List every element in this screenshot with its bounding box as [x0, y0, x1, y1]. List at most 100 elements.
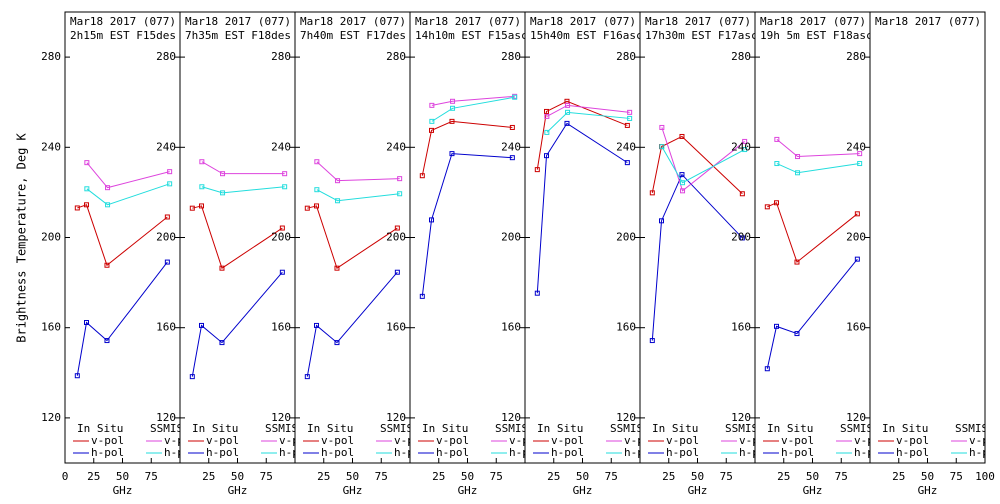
x-tick-label: 75 — [490, 470, 503, 483]
panel-title: 7h35m EST F18des — [185, 29, 291, 42]
x-axis-label: GHz — [803, 484, 823, 497]
point — [84, 186, 90, 192]
panel-title: Mar18 2017 (077) — [300, 15, 406, 28]
legend-label: h-pol — [436, 446, 469, 459]
y-tick-label: 240 — [846, 140, 866, 153]
point — [74, 373, 80, 379]
point — [795, 154, 801, 160]
point — [649, 338, 655, 344]
point — [219, 265, 225, 271]
point — [105, 185, 111, 191]
series-line — [546, 111, 630, 133]
point — [739, 191, 745, 197]
panel-title: Mar18 2017 (077) — [185, 15, 291, 28]
series-line — [192, 205, 283, 269]
point — [279, 269, 285, 275]
legend-label: h-pol — [279, 446, 312, 459]
y-tick-label: 240 — [41, 140, 61, 153]
legend-label: v-pol — [551, 434, 584, 447]
y-tick-label: 200 — [731, 231, 751, 244]
x-tick-label: 50 — [346, 470, 359, 483]
legend-label: h-pol — [394, 446, 427, 459]
y-tick-label: 280 — [731, 50, 751, 63]
point — [314, 159, 320, 165]
panel-title: 17h30m EST F17asc — [645, 29, 758, 42]
series-line — [86, 162, 170, 189]
point — [334, 265, 340, 271]
point — [189, 205, 195, 211]
panel: Mar18 2017 (077)7h35m EST F18des In Situ S… — [185, 15, 312, 459]
panel: Mar18 2017 (077)7h40m EST F17des In Situ S… — [300, 15, 427, 459]
y-tick-label: 280 — [846, 50, 866, 63]
y-tick-label: 120 — [271, 411, 291, 424]
point — [394, 225, 400, 231]
y-tick-label: 280 — [386, 50, 406, 63]
legend-title: SSMIS — [150, 422, 183, 435]
point — [854, 256, 860, 262]
series-line — [766, 258, 858, 369]
point — [105, 202, 111, 208]
x-tick-label: 50 — [231, 470, 244, 483]
point — [335, 198, 341, 204]
point — [739, 235, 745, 241]
y-tick-label: 160 — [41, 321, 61, 334]
x-tick-label: 100 — [975, 470, 995, 483]
panel: Mar18 2017 (077)15h40m EST F16asc In Situ… — [530, 15, 657, 459]
y-tick-label: 280 — [271, 50, 291, 63]
point — [220, 190, 226, 196]
panel-frame — [869, 11, 986, 464]
point — [450, 105, 456, 111]
point — [627, 109, 633, 115]
legend-label: v-pol — [969, 434, 1000, 447]
panel-title: Mar18 2017 (077) — [875, 15, 981, 28]
panel: Mar18 2017 (077)19h 5m EST F18asc In Situ… — [760, 15, 887, 459]
point — [679, 133, 685, 139]
panel-title: Mar18 2017 (077) — [415, 15, 521, 28]
legend-title: SSMIS — [265, 422, 298, 435]
point — [680, 188, 686, 194]
series-line — [421, 120, 513, 176]
legend-label: v-pol — [666, 434, 699, 447]
point — [564, 120, 570, 126]
point — [429, 102, 435, 108]
series-line — [201, 161, 285, 175]
series-line — [76, 261, 168, 376]
y-tick-label: 120 — [41, 411, 61, 424]
point — [429, 217, 435, 223]
legend-label: h-pol — [854, 446, 887, 459]
point — [314, 322, 320, 328]
point — [565, 109, 571, 115]
point — [649, 190, 655, 196]
legend-title: In Situ — [537, 422, 583, 435]
legend-label: v-pol — [436, 434, 469, 447]
point — [219, 340, 225, 346]
series-line — [86, 183, 170, 206]
panel-title: Mar18 2017 (077) — [645, 15, 751, 28]
y-tick-label: 200 — [501, 231, 521, 244]
point — [397, 191, 403, 197]
point — [84, 202, 90, 208]
y-axis-label: Brightness Temperature, Deg K — [15, 132, 29, 342]
point — [449, 118, 455, 124]
legend-label: h-pol — [206, 446, 239, 459]
series-line — [201, 186, 285, 194]
point — [509, 155, 515, 161]
panel-title: 14h10m EST F15asc — [415, 29, 528, 42]
series-line — [776, 163, 860, 174]
panel: Mar18 2017 (077)14h10m EST F15asc In Situ… — [415, 15, 528, 459]
legend-label: h-pol — [624, 446, 657, 459]
point — [794, 331, 800, 337]
series-line — [651, 135, 743, 195]
x-tick-label: 50 — [461, 470, 474, 483]
y-tick-label: 200 — [846, 231, 866, 244]
point — [429, 118, 435, 124]
panel: Mar18 2017 (077)17h30m EST F17asc In Situ… — [645, 15, 758, 459]
point — [534, 290, 540, 296]
point — [104, 338, 110, 344]
x-axis-label: GHz — [573, 484, 593, 497]
x-tick-label: 0 — [62, 470, 69, 483]
point — [199, 203, 205, 209]
y-tick-label: 200 — [616, 231, 636, 244]
point — [304, 205, 310, 211]
series-line — [536, 122, 628, 294]
